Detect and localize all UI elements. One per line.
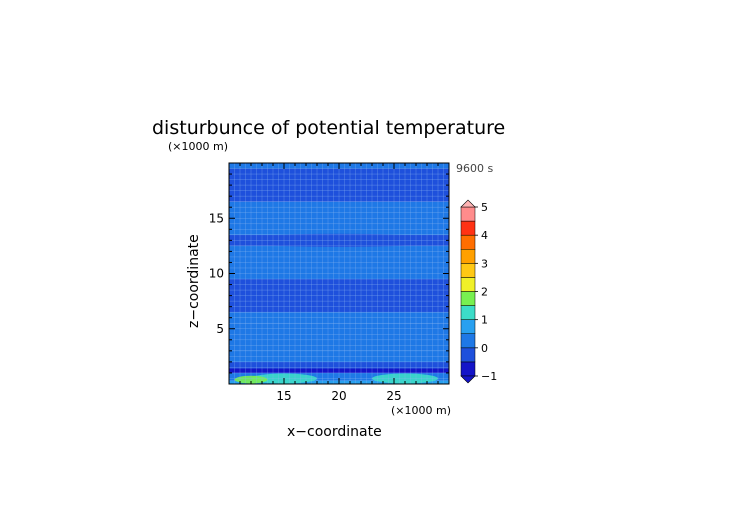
grid-lines bbox=[228, 162, 450, 385]
colorbar-tick-label: 3 bbox=[481, 257, 488, 270]
x-tick-label: 15 bbox=[276, 389, 291, 403]
y-tick-label: 5 bbox=[216, 322, 224, 336]
y-axis-ticks: 5 10 15 bbox=[209, 173, 449, 374]
colorbar-segment bbox=[460, 234, 476, 250]
colorbar-segment bbox=[460, 263, 476, 278]
colorbar-segment bbox=[460, 361, 476, 377]
colorbar-tick-label: 4 bbox=[481, 229, 488, 242]
x-tick-label: 20 bbox=[331, 389, 346, 403]
colorbar: −1 0 1 2 3 4 5 bbox=[460, 199, 497, 384]
colorbar-tick-label: 2 bbox=[481, 286, 488, 299]
colorbar-tick-label: 0 bbox=[481, 342, 488, 355]
colorbar-segment bbox=[460, 249, 476, 264]
chart-title: disturbunce of potential temperature bbox=[152, 117, 505, 139]
x-axis-title: x−coordinate bbox=[287, 424, 382, 440]
time-label: 9600 s bbox=[456, 162, 493, 175]
colorbar-max-triangle bbox=[460, 199, 476, 208]
colorbar-tick-label: 5 bbox=[481, 201, 488, 214]
y-tick-label: 10 bbox=[209, 267, 224, 281]
x-tick-label: 25 bbox=[386, 389, 401, 403]
colorbar-segment bbox=[460, 305, 476, 320]
colorbar-segment bbox=[460, 206, 476, 222]
colorbar-segment bbox=[460, 319, 476, 334]
colorbar-segment bbox=[460, 347, 476, 363]
colorbar-min-triangle bbox=[460, 375, 476, 384]
colorbar-segment bbox=[460, 291, 476, 306]
y-tick-label: 15 bbox=[209, 211, 224, 225]
colorbar-tick-label: 1 bbox=[481, 314, 488, 327]
colorbar-tick-label: −1 bbox=[481, 370, 497, 383]
colorbar-segment bbox=[460, 333, 476, 349]
x-unit-label: (×1000 m) bbox=[391, 404, 451, 417]
y-axis-title: z−coordinate bbox=[186, 234, 202, 328]
y-unit-label: (×1000 m) bbox=[168, 140, 228, 153]
colorbar-segment bbox=[460, 220, 476, 236]
x-axis-ticks: 15 20 25 bbox=[239, 163, 439, 403]
colorbar-segment bbox=[460, 277, 476, 292]
